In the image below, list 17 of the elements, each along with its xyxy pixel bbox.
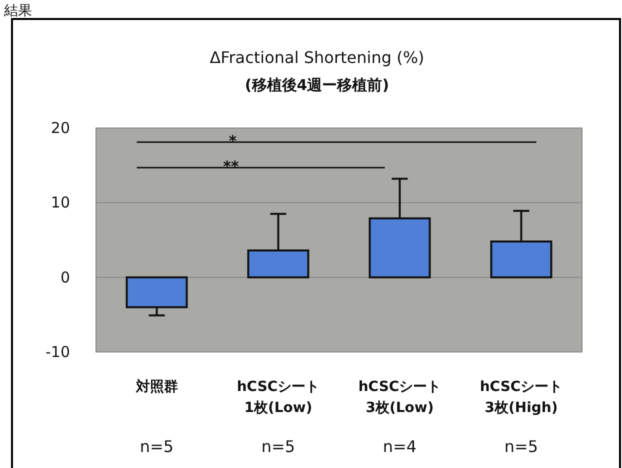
text: 結果 — [3, 3, 32, 19]
text: n=4 — [382, 437, 417, 456]
text: n=5 — [261, 437, 296, 456]
y-tick-label: -10 — [46, 343, 70, 361]
text: n=5 — [140, 437, 174, 456]
y-tick-label: 20 — [50, 119, 70, 137]
ref-line-label: * — [228, 132, 237, 150]
chart-subtitle: (移植後4週ー移植前) — [244, 76, 390, 94]
ref-line-label: ** — [223, 158, 239, 176]
x-tick-label: 対照群 — [134, 378, 178, 395]
x-tick-label: hCSCシート 1枚(Low) — [236, 379, 320, 416]
x-tick-label: hCSCシート 3枚(Low) — [358, 379, 442, 416]
x-tick-label: hCSCシート 3枚(High) — [480, 379, 563, 416]
y-tick-label: 10 — [50, 194, 70, 212]
text: n=5 — [504, 437, 538, 456]
y-tick-label: 0 — [60, 268, 70, 286]
chart-title: ΔFractional Shortening (%) — [210, 48, 424, 67]
